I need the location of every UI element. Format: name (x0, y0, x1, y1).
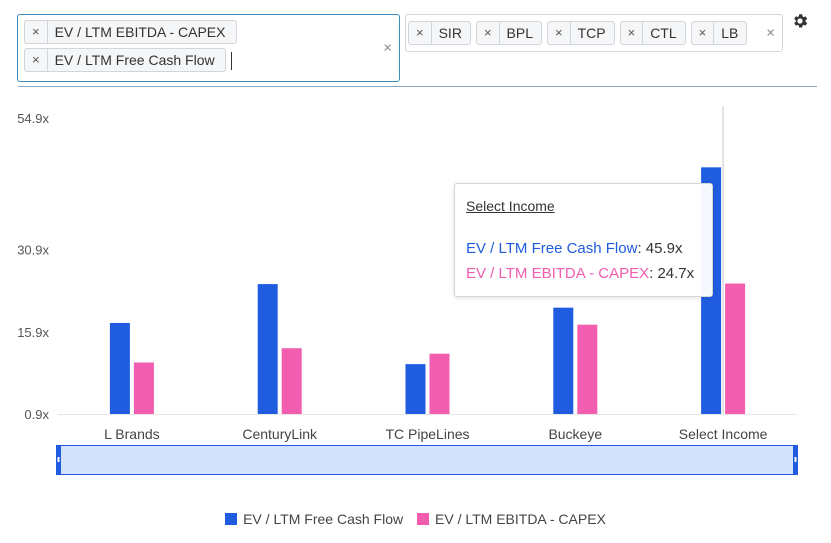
tag-label: LB (721, 25, 739, 41)
tag-label: SIR (438, 25, 462, 41)
tag-label: BPL (506, 25, 533, 41)
remove-tag-icon[interactable]: × (25, 21, 48, 43)
remove-tag-icon[interactable]: × (25, 49, 48, 71)
tooltip-series-name: EV / LTM EBITDA - CAPEX (466, 265, 650, 282)
remove-tag-icon[interactable]: × (548, 22, 571, 44)
ticker-tag-ctl: × CTL (619, 21, 686, 45)
bar-ebitda-capex[interactable] (429, 353, 450, 414)
ticker-tag-lb: × LB (690, 21, 748, 45)
tag-label: EV / LTM Free Cash Flow (54, 52, 215, 68)
tag-label: TCP (577, 25, 606, 41)
x-axis: L Brands CenturyLink TC PipeLines Buckeye Se… (104, 426, 768, 442)
bar-ebitda-capex[interactable] (577, 324, 598, 414)
legend-item-ebitda-capex[interactable]: EV / LTM EBITDA - CAPEX (417, 511, 606, 527)
navigator-handle-grip (57, 457, 60, 462)
text-caret (230, 52, 232, 70)
ticker-tag-tcp: × TCP (547, 21, 615, 45)
metric-tag-ebitda-capex: × EV / LTM EBITDA - CAPEX (24, 20, 237, 44)
bar-free-cash-flow[interactable] (109, 323, 130, 414)
tooltip-row: EV / LTM Free Cash Flow: 45.9x (466, 240, 683, 257)
metric-tag-free-cash-flow: × EV / LTM Free Cash Flow (24, 48, 226, 72)
remove-tag-icon[interactable]: × (477, 22, 500, 44)
navigator-selection[interactable] (58, 445, 797, 475)
x-tick-label: L Brands (104, 426, 160, 442)
legend-label: EV / LTM EBITDA - CAPEX (435, 511, 606, 527)
y-tick-label: 54.9x (17, 111, 49, 126)
bar-ebitda-capex[interactable] (725, 283, 746, 414)
x-tick-label: TC PipeLines (385, 426, 469, 442)
range-navigator[interactable] (56, 445, 798, 475)
ticker-select[interactable]: × SIR × BPL × TCP × CTL × LB × (405, 14, 783, 52)
legend-label: EV / LTM Free Cash Flow (243, 511, 404, 527)
clear-all-icon[interactable]: × (766, 24, 775, 42)
y-tick-label: 30.9x (17, 243, 49, 258)
bar-chart: 54.9x 30.9x 15.9x 0.9x L Brands CenturyLink T… (17, 106, 798, 475)
y-tick-label: 0.9x (24, 407, 49, 422)
legend-swatch (225, 513, 238, 525)
remove-tag-icon[interactable]: × (621, 22, 644, 44)
legend-item-free-cash-flow[interactable]: EV / LTM Free Cash Flow (225, 511, 403, 527)
bar-ebitda-capex[interactable] (281, 348, 302, 414)
legend-swatch (417, 513, 429, 525)
tag-label: EV / LTM EBITDA - CAPEX (54, 24, 226, 40)
ticker-tag-sir: × SIR (408, 21, 471, 45)
y-tick-label: 15.9x (17, 325, 49, 340)
clear-all-icon[interactable]: × (383, 39, 392, 57)
x-tick-label: Select Income (679, 426, 768, 442)
metric-select[interactable]: × EV / LTM EBITDA - CAPEX × EV / LTM Fre… (17, 14, 400, 82)
bars (109, 167, 746, 414)
navigator-handle-grip (794, 457, 797, 462)
remove-tag-icon[interactable]: × (692, 22, 715, 44)
bar-free-cash-flow[interactable] (257, 284, 278, 414)
y-axis: 54.9x 30.9x 15.9x 0.9x (17, 111, 49, 422)
tooltip-row: EV / LTM EBITDA - CAPEX: 24.7x (466, 265, 695, 282)
bar-free-cash-flow[interactable] (553, 307, 574, 414)
gear-icon[interactable] (791, 12, 809, 30)
header-divider (18, 86, 817, 87)
x-tick-label: CenturyLink (242, 426, 318, 442)
remove-tag-icon[interactable]: × (409, 22, 432, 44)
chart-legend: EV / LTM Free Cash Flow EV / LTM EBITDA … (0, 511, 831, 528)
tooltip-series-name: EV / LTM Free Cash Flow (466, 240, 638, 257)
chart-tooltip: Select Income EV / LTM Free Cash Flow: 4… (454, 183, 713, 297)
tooltip-title: Select Income (466, 198, 555, 214)
bar-free-cash-flow[interactable] (405, 364, 426, 414)
tooltip-series-value: 24.7x (657, 265, 695, 282)
tooltip-series-value: 45.9x (645, 240, 683, 257)
bar-ebitda-capex[interactable] (133, 362, 154, 414)
ticker-tag-bpl: × BPL (475, 21, 542, 45)
x-tick-label: Buckeye (548, 426, 602, 442)
tag-label: CTL (650, 25, 677, 41)
